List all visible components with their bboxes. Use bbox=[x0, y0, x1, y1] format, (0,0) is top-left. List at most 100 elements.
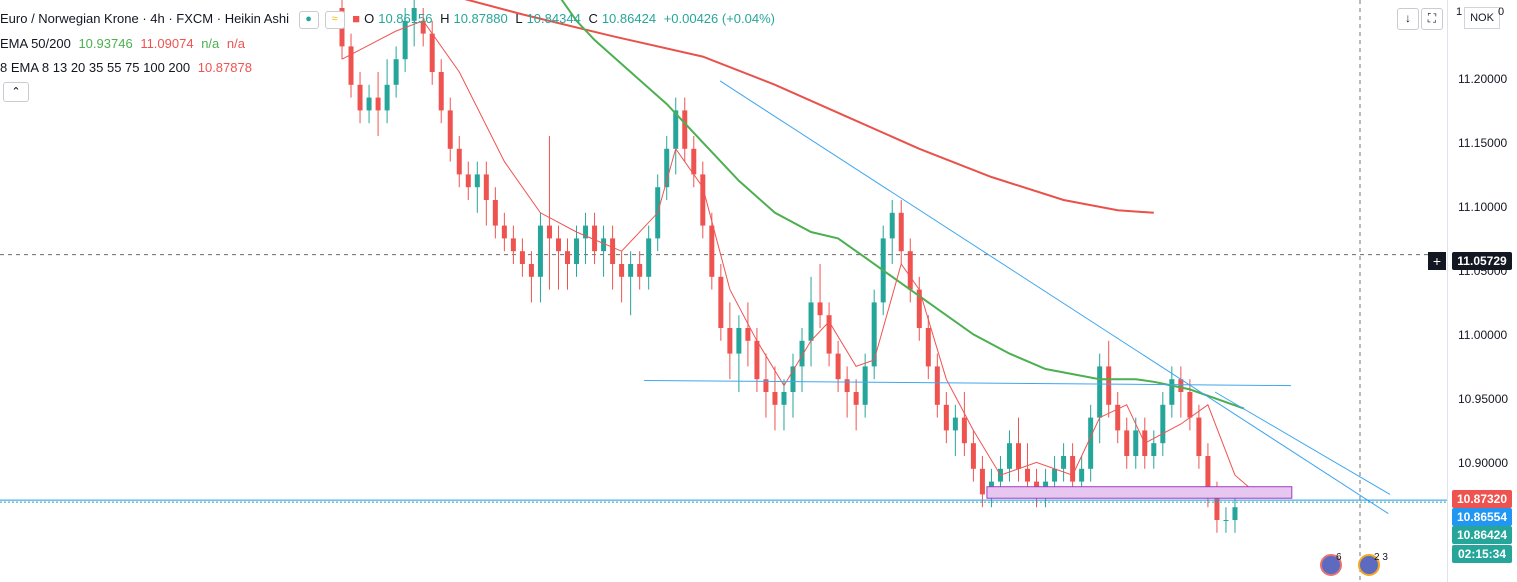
candle-body bbox=[592, 225, 598, 252]
open-label: O bbox=[364, 11, 375, 27]
scroll-down-icon[interactable]: ↓ bbox=[1397, 8, 1419, 30]
candle-body bbox=[348, 46, 354, 85]
ema-8-value: 10.87878 bbox=[197, 60, 252, 75]
candle-body bbox=[420, 20, 426, 34]
candle-body bbox=[745, 328, 751, 341]
crosshair-price-label: 11.05729 bbox=[1452, 252, 1512, 270]
candle-body bbox=[1151, 443, 1157, 456]
candle-body bbox=[1214, 494, 1220, 520]
support-zone bbox=[986, 486, 1293, 499]
candle-body bbox=[1115, 404, 1121, 431]
wave-icon[interactable]: ≈ bbox=[324, 11, 345, 29]
ema-na-2: n/a bbox=[226, 36, 245, 51]
candle-body bbox=[411, 8, 417, 21]
candle-body bbox=[844, 379, 850, 392]
candle-body bbox=[565, 251, 570, 264]
candle-body bbox=[907, 251, 913, 290]
multi-ema-label: 8 EMA 8 13 20 35 55 75 100 200 bbox=[0, 60, 191, 75]
candlestick-series bbox=[339, 0, 1238, 533]
candle-body bbox=[709, 225, 715, 277]
axis-tick: 11.00000 bbox=[1458, 328, 1508, 342]
trendline-lower bbox=[1214, 391, 1391, 495]
candle-body bbox=[438, 72, 444, 111]
candle-body bbox=[465, 174, 471, 188]
ema-200-path bbox=[464, 0, 1154, 214]
ema-200-value: 11.09074 bbox=[140, 36, 194, 51]
currency-label[interactable]: NOK bbox=[1464, 7, 1500, 29]
ema-8-path bbox=[341, 20, 1254, 491]
candle-body bbox=[619, 264, 625, 277]
open-value: 10.86156 bbox=[378, 11, 433, 27]
candle-body bbox=[817, 302, 823, 316]
crosshair-plus-icon[interactable]: + bbox=[1428, 252, 1446, 270]
price-chart[interactable] bbox=[0, 0, 1447, 582]
trendline-upper bbox=[719, 80, 1389, 515]
symbol-title[interactable]: Euro / Norwegian Krone · 4h · FXCM · Hei… bbox=[0, 11, 289, 27]
candle-body bbox=[1016, 443, 1021, 469]
ema-50-200-label: EMA 50/200 bbox=[0, 36, 71, 51]
earnings-badge-count: 2 3 bbox=[1374, 552, 1388, 563]
candle-body bbox=[1124, 430, 1130, 456]
candle-body bbox=[366, 97, 372, 111]
candle-body bbox=[610, 238, 616, 264]
candle-body bbox=[501, 225, 507, 239]
candle-body bbox=[456, 148, 462, 175]
price-axis[interactable] bbox=[1447, 0, 1517, 582]
ema-50-path bbox=[560, 0, 1245, 410]
candle-body bbox=[601, 238, 607, 252]
axis-tick: 10.90000 bbox=[1458, 456, 1509, 470]
candle-body bbox=[402, 20, 408, 60]
candle-body bbox=[1187, 392, 1193, 418]
candle-body bbox=[727, 328, 733, 354]
candle-body bbox=[718, 276, 724, 328]
fullscreen-icon[interactable]: ⛶ bbox=[1421, 8, 1443, 30]
candle-body bbox=[799, 340, 805, 367]
candle-body bbox=[357, 84, 363, 111]
candle-body bbox=[952, 417, 958, 431]
event-badge-count: 6 bbox=[1336, 552, 1342, 563]
candle-body bbox=[862, 366, 868, 405]
event-badge-icon[interactable] bbox=[1320, 554, 1342, 576]
candle-body bbox=[646, 238, 652, 277]
candle-body bbox=[1052, 468, 1058, 482]
candle-body bbox=[691, 148, 697, 175]
candle-body bbox=[1133, 430, 1139, 456]
candle-body bbox=[1097, 366, 1103, 418]
candle-body bbox=[772, 392, 778, 405]
candle-body bbox=[1169, 379, 1175, 405]
candle-body bbox=[474, 174, 480, 188]
candle-body bbox=[871, 302, 877, 367]
axis-tick: 11.10000 bbox=[1458, 200, 1508, 214]
candle-body bbox=[1196, 417, 1202, 456]
candle-body bbox=[1223, 520, 1229, 521]
candle-body bbox=[934, 366, 940, 405]
low-value: 10.84344 bbox=[526, 11, 581, 27]
eye-icon[interactable]: ● bbox=[298, 11, 319, 29]
low-label: L bbox=[515, 11, 523, 27]
candle-body bbox=[1079, 468, 1085, 482]
axis-tick: 11.15000 bbox=[1458, 136, 1508, 150]
candle-body bbox=[736, 328, 742, 354]
candle-body bbox=[826, 315, 832, 354]
candle-body bbox=[835, 353, 841, 380]
candle-body bbox=[1106, 366, 1112, 405]
candle-body bbox=[1088, 417, 1094, 469]
crosshair-price-text: 11.05729 bbox=[1457, 254, 1507, 268]
candle-body bbox=[808, 302, 814, 341]
candle-body bbox=[853, 392, 859, 405]
multi-ema-legend[interactable]: 8 EMA 8 13 20 35 55 75 100 200 10.87878 bbox=[0, 60, 256, 75]
candle-body bbox=[637, 264, 643, 277]
candle-body bbox=[790, 366, 796, 392]
candle-body bbox=[1025, 468, 1031, 482]
candle-body bbox=[979, 468, 985, 495]
candle-body bbox=[1070, 456, 1076, 482]
square-icon[interactable]: ■ bbox=[352, 11, 361, 27]
collapse-legend-button[interactable]: ⌃ bbox=[3, 82, 29, 102]
close-label: C bbox=[588, 11, 598, 27]
header-legend: Euro / Norwegian Krone · 4h · FXCM · Hei… bbox=[0, 11, 779, 29]
ema-legend[interactable]: EMA 50/200 10.93746 11.09074 n/a n/a bbox=[0, 36, 249, 51]
candle-body bbox=[781, 392, 787, 405]
candle-body bbox=[519, 251, 525, 264]
earnings-badge-icon[interactable] bbox=[1358, 554, 1380, 576]
ema8-price-tag: 10.87320 bbox=[1452, 490, 1512, 508]
